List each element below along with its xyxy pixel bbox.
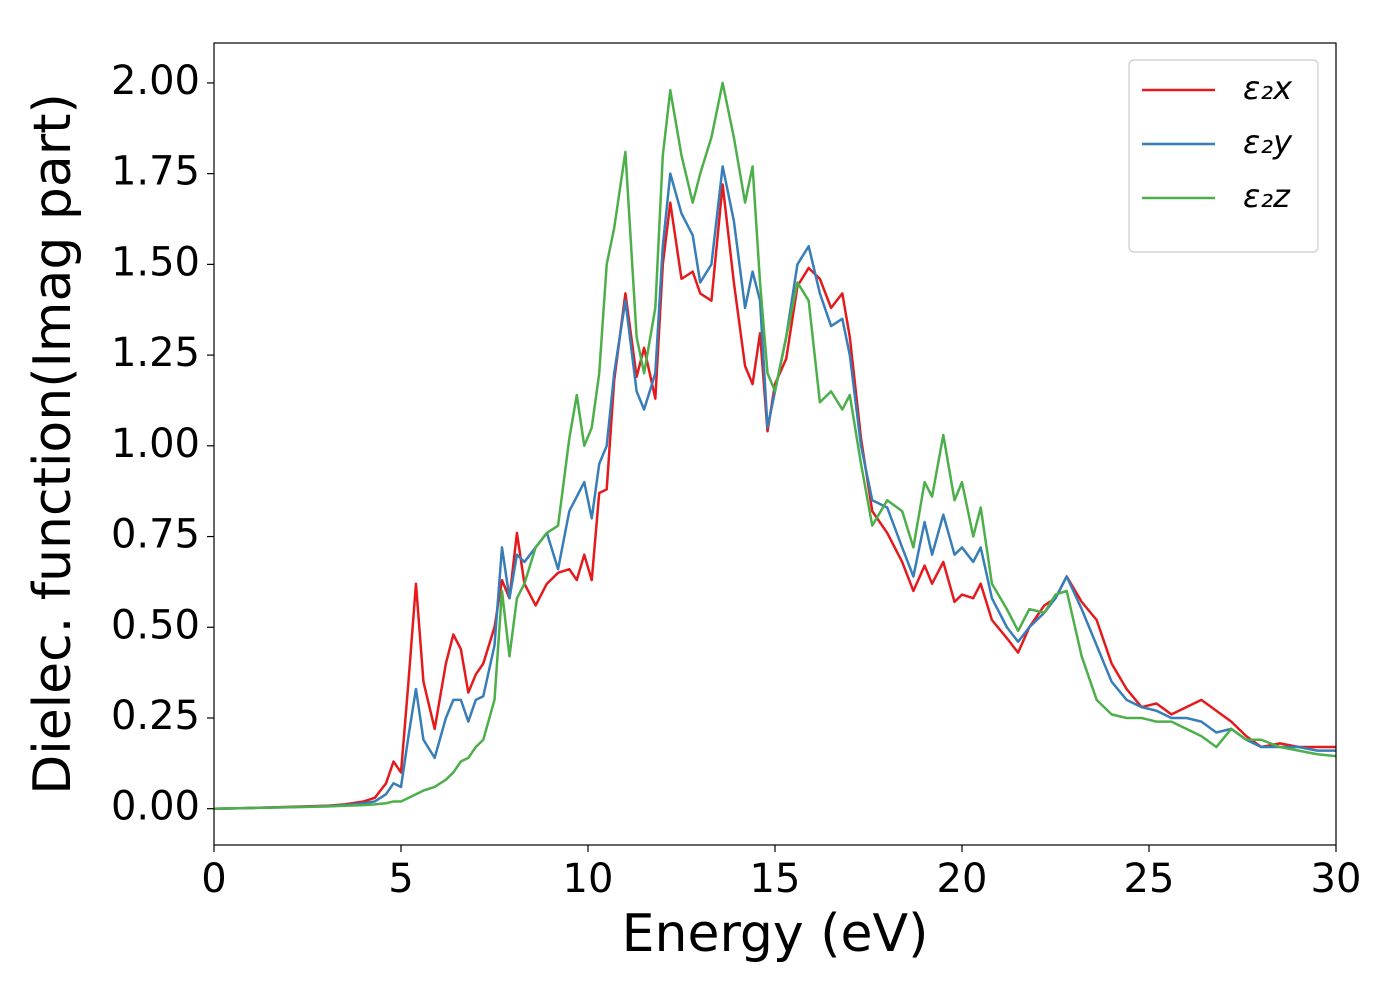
y-tick-label: 0.75 bbox=[111, 512, 200, 558]
y-tick-label: 0.00 bbox=[111, 784, 200, 830]
plot-frame bbox=[213, 42, 1337, 846]
x-tick-label: 10 bbox=[563, 856, 614, 902]
legend-label: ε₂y bbox=[1243, 123, 1293, 161]
data-line bbox=[214, 81, 1336, 810]
y-tick-label: 0.50 bbox=[111, 602, 200, 648]
legend-box bbox=[1128, 59, 1319, 253]
y-tick-label: 0.25 bbox=[111, 693, 200, 739]
y-tick-label: 1.00 bbox=[111, 421, 200, 467]
y-tick-label: 1.50 bbox=[111, 239, 200, 285]
y-tick-label: 1.75 bbox=[111, 149, 200, 195]
x-tick-label: 25 bbox=[1124, 856, 1175, 902]
x-tick-label: 30 bbox=[1311, 856, 1362, 902]
data-line bbox=[214, 183, 1336, 810]
y-tick-label: 2.00 bbox=[111, 58, 200, 104]
x-tick-label: 0 bbox=[201, 856, 226, 902]
y-tick-label: 1.25 bbox=[111, 330, 200, 376]
data-line bbox=[214, 165, 1336, 810]
x-tick-label: 15 bbox=[750, 856, 801, 902]
x-axis-label: Energy (eV) bbox=[622, 904, 929, 964]
legend-label: ε₂z bbox=[1243, 177, 1291, 215]
y-axis-label: Dielec. function(Imag part) bbox=[23, 93, 83, 795]
x-tick-label: 5 bbox=[388, 856, 413, 902]
x-tick-label: 20 bbox=[937, 856, 988, 902]
legend-label: ε₂x bbox=[1243, 69, 1293, 107]
